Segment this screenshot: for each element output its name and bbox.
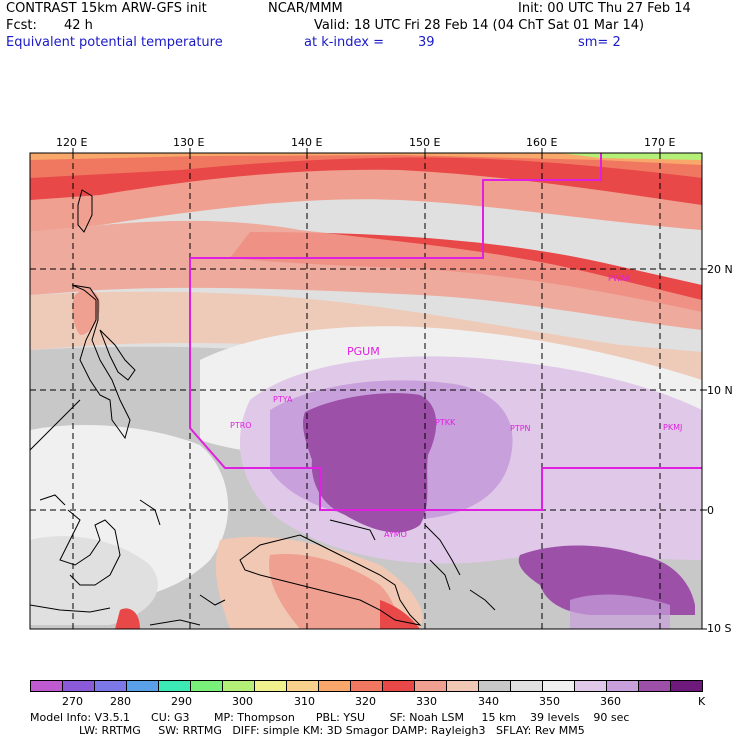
colorbar-cell [94,680,127,692]
colorbar-cell [158,680,191,692]
colorbar-cell [62,680,95,692]
colorbar-label: 360 [600,695,621,708]
org-label: NCAR/MMM [268,1,343,16]
colorbar-cell [350,680,383,692]
lat-label: 20 N [707,263,733,276]
colorbar-cell [222,680,255,692]
lat-label: 10 N [707,384,733,397]
coastlines [30,189,496,626]
station-label: PGUM [347,345,380,358]
colorbar-cell [446,680,479,692]
lat-label: 10 S [707,622,732,635]
lon-label: 140 E [291,136,323,149]
region-boundary [189,153,702,511]
colorbar-cell [478,680,511,692]
colorbar-label: 340 [478,695,499,708]
lon-label: 150 E [409,136,441,149]
field-name: Equivalent potential temperature [6,35,223,50]
valid-time: Valid: 18 UTC Fri 28 Feb 14 (04 ChT Sat … [314,18,645,33]
station-label: PTKK [435,418,456,427]
fcst-label: Fcst: [6,18,37,33]
model-info-line2: LW: RRTMG SW: RRTMG DIFF: simple KM: 3D … [30,724,585,737]
colorbar-label: 290 [171,695,192,708]
colorbar-cell [286,680,319,692]
station-label: PKMJ [663,423,682,432]
lon-label: 160 E [526,136,558,149]
station-label: PWAK [608,274,632,283]
colorbar-label: 270 [62,695,83,708]
fcst-value: 42 h [64,18,93,33]
colorbar-label: 280 [110,695,131,708]
colorbar-cell [254,680,287,692]
colorbar-label: 320 [355,695,376,708]
colorbar-cell [510,680,543,692]
colorbar-unit: K [698,695,706,708]
colorbar-label: 350 [539,695,560,708]
station-label: PTYA [273,395,293,404]
colorbar-label: 310 [294,695,315,708]
colorbar-label: 330 [416,695,437,708]
smoothing-label: sm= 2 [578,35,621,50]
colorbar-cell [574,680,607,692]
colorbar-cell [638,680,671,692]
level-value: 39 [418,35,435,50]
colorbar-cell [318,680,351,692]
colorbar-cell [542,680,575,692]
lon-label: 130 E [173,136,205,149]
theta-e-field [30,153,702,629]
colorbar-cell [382,680,415,692]
level-label: at k-index = [304,35,385,50]
station-label: PTPN [510,424,531,433]
colorbar-cell [606,680,639,692]
colorbar-label: 300 [232,695,253,708]
colorbar-cell [126,680,159,692]
ticks [72,148,707,630]
colorbar-cell [414,680,447,692]
stations: PGUM PTYA PTRO PTKK PTPN PKMJ PWAK AYMO [230,274,682,539]
init-time: Init: 00 UTC Thu 27 Feb 14 [518,1,691,16]
model-info-line1: Model Info: V3.5.1 CU: G3 MP: Thompson P… [30,711,630,724]
map-frame [29,152,703,630]
model-title: CONTRAST 15km ARW-GFS init [6,1,207,16]
lon-label: 120 E [56,136,88,149]
colorbar-cell [30,680,63,692]
lon-label: 170 E [644,136,676,149]
station-label: PTRO [230,421,252,430]
station-label: AYMO [384,530,407,539]
colorbar-cell [190,680,223,692]
colorbar-cell [670,680,703,692]
lat-label: 0 [707,504,714,517]
